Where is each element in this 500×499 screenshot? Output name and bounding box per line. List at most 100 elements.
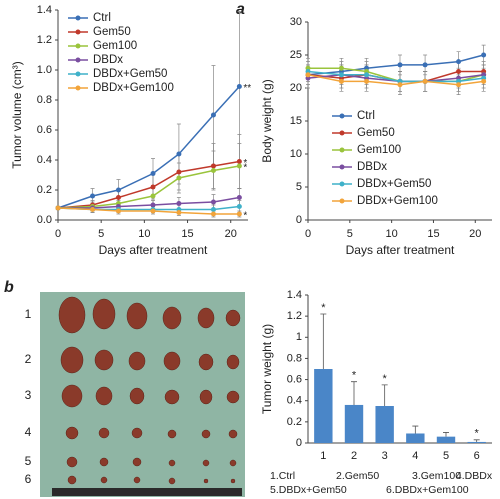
legend-label: DBDx+Gem50 (357, 178, 431, 190)
legend-label: DBDx (93, 54, 123, 66)
legend-marker (75, 29, 81, 35)
row-label: 3 (25, 388, 32, 402)
row-label: 2 (25, 352, 32, 366)
y-tick-label: 30 (290, 16, 302, 28)
point (210, 211, 216, 217)
error-bar (381, 384, 388, 406)
point (236, 211, 242, 217)
x-tick-label: 3 (382, 450, 388, 462)
y-tick-label: 1.4 (37, 4, 52, 16)
legend-label: DBDx (357, 161, 387, 173)
point (176, 175, 182, 181)
legend-marker (339, 147, 345, 153)
y-tick-label: 0.8 (287, 352, 302, 364)
row-label: 4 (25, 425, 32, 439)
point (236, 163, 242, 169)
x-tick-label: 5 (443, 450, 449, 462)
panel-label: b (4, 279, 14, 296)
y-tick-label: 1.0 (37, 64, 52, 76)
caption-item: 4.DBDx (456, 470, 493, 482)
point (55, 205, 61, 211)
y-tick-label: 1.2 (287, 310, 302, 322)
significance-label: * (243, 163, 247, 174)
row-label: 1 (25, 307, 32, 321)
caption-item: 2.Gem50 (336, 470, 379, 482)
legend-label: DBDx+Gem50 (93, 68, 167, 80)
point (338, 65, 344, 71)
error-bar (412, 425, 419, 434)
legend-marker (339, 113, 345, 119)
point (236, 159, 242, 164)
y-tick-label: 0.4 (37, 154, 52, 166)
error-bar (443, 432, 449, 437)
legend-marker (339, 164, 345, 170)
caption-item: 1.Ctrl (270, 470, 295, 482)
y-tick-label: 0.2 (37, 184, 52, 196)
point (338, 72, 344, 78)
point (115, 195, 121, 200)
point (115, 187, 121, 193)
point (397, 82, 403, 88)
point (481, 52, 487, 58)
error-bar (351, 381, 357, 405)
point (150, 208, 156, 214)
point (210, 112, 216, 118)
legend-marker (75, 85, 81, 91)
point (176, 151, 182, 157)
x-tick-label: 15 (427, 228, 439, 240)
x-tick-label: 5 (347, 228, 353, 240)
point (422, 62, 428, 68)
legend-label: Ctrl (357, 110, 375, 122)
point (236, 204, 242, 209)
tumors (58, 296, 241, 485)
y-tick-label: 1 (296, 331, 302, 343)
y-axis-label: Body weight (g) (260, 79, 274, 162)
point (338, 78, 344, 84)
point (150, 171, 156, 176)
y-tick-label: 0 (296, 437, 302, 449)
point (305, 72, 311, 78)
point (364, 78, 370, 84)
point (481, 78, 487, 84)
significance-label: * (475, 428, 480, 440)
point (210, 207, 216, 212)
caption-item: 5.DBDx+Gem50 (270, 484, 347, 496)
legend-marker (75, 71, 81, 77)
point (90, 193, 96, 199)
y-tick-label: 1.2 (37, 34, 52, 46)
y-tick-label: 0.0 (37, 214, 52, 226)
x-tick-label: 4 (412, 450, 418, 462)
point (90, 207, 96, 212)
significance-label: * (383, 373, 388, 385)
point (150, 184, 156, 190)
point (176, 201, 182, 206)
y-tick-label: 0 (296, 214, 302, 226)
significance-label: ** (243, 83, 251, 94)
bar (436, 436, 456, 443)
y-tick-label: 0.4 (287, 395, 302, 407)
x-tick-label: 5 (98, 228, 104, 240)
y-tick-label: 15 (290, 115, 302, 127)
point (115, 208, 121, 214)
legend-marker (75, 43, 81, 49)
panel-label: a (236, 1, 245, 18)
y-axis-label: Tumor weight (g) (260, 324, 274, 414)
legend-marker (339, 130, 345, 136)
tumor-photo (40, 292, 245, 497)
y-tick-label: 0.6 (37, 124, 52, 136)
x-tick-label: 20 (469, 228, 481, 240)
x-tick-label: 0 (55, 228, 61, 240)
point (456, 69, 462, 74)
y-tick-label: 0.6 (287, 373, 302, 385)
y-tick-label: 10 (290, 148, 302, 160)
x-tick-label: 20 (225, 228, 237, 240)
ruler (52, 488, 242, 496)
x-tick-label: 1 (320, 450, 326, 462)
legend-marker (75, 57, 81, 63)
x-tick-label: 0 (305, 228, 311, 240)
legend-label: Gem50 (357, 127, 395, 139)
bar (344, 404, 364, 443)
y-tick-label: 0.2 (287, 416, 302, 428)
bar (467, 441, 486, 443)
